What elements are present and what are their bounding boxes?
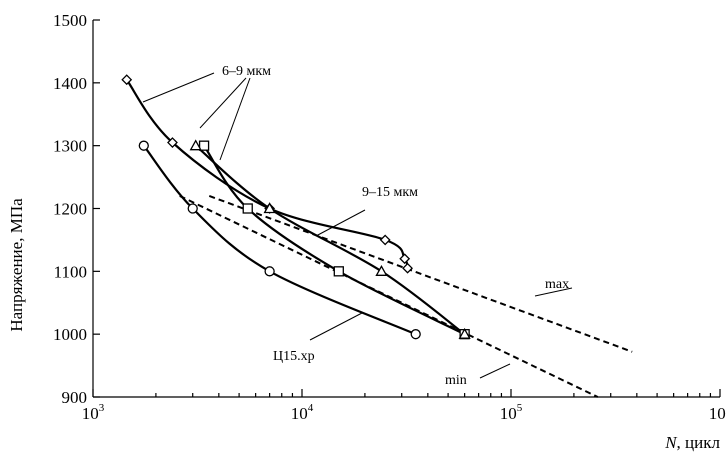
data-point-diamond — [379, 234, 391, 246]
data-point-triangle — [458, 327, 471, 339]
annotation-leader — [315, 209, 366, 237]
annotation-leader — [479, 363, 511, 379]
annotation-leaders — [142, 72, 573, 379]
data-point-diamond — [121, 74, 133, 86]
annotation-leader — [219, 77, 251, 161]
x-tick-label: 105 — [500, 402, 523, 423]
x-tick-label: 104 — [291, 402, 314, 423]
annotation-min: min — [445, 373, 467, 388]
annotation-6-9-um: 6–9 мкм — [222, 64, 271, 79]
series-lines — [125, 78, 466, 336]
annotation-ts15: Ц15.хр — [273, 349, 315, 364]
series-line-circle — [142, 144, 417, 336]
data-point-diamond — [402, 262, 413, 274]
data-point-circle — [138, 140, 149, 151]
annotation-9-15-um: 9–15 мкм — [362, 185, 418, 200]
x-axis-label: N, цикл — [664, 433, 720, 452]
data-point-triangle — [263, 202, 276, 214]
series-line-diamond — [125, 78, 409, 270]
series-line-square — [203, 144, 466, 336]
series-line-triangle — [194, 144, 466, 336]
y-tick-label: 1500 — [53, 11, 87, 30]
data-point-circle — [410, 329, 421, 340]
tick-labels: 900 1000 1100 1200 1300 1400 1500 103 104 105 106 — [53, 11, 726, 423]
y-tick-label: 1000 — [53, 325, 87, 344]
x-tick-label: 106 — [709, 402, 726, 423]
annotation-leader — [309, 312, 363, 341]
series-markers — [121, 74, 471, 340]
data-point-square — [242, 203, 253, 214]
data-point-circle — [264, 266, 275, 277]
y-tick-label: 1400 — [53, 74, 87, 93]
data-point-triangle — [375, 264, 388, 276]
data-point-diamond — [399, 253, 411, 265]
annotation-leader — [142, 72, 215, 103]
y-tick-label: 1200 — [53, 200, 87, 219]
data-point-circle — [187, 203, 198, 214]
data-point-square — [333, 266, 344, 277]
data-point-triangle — [189, 139, 202, 151]
x-axis-label-var: N — [664, 433, 678, 452]
annotation-leader — [534, 287, 573, 297]
x-tick-label: 103 — [82, 402, 105, 423]
data-point-square — [198, 140, 210, 151]
annotation-max: max — [545, 277, 569, 292]
axes — [92, 19, 721, 398]
y-tick-label: 1300 — [53, 137, 87, 156]
reference-lines — [179, 194, 633, 398]
x-axis-label-unit: , цикл — [677, 433, 721, 452]
reference-line-max — [208, 194, 633, 353]
data-point-diamond — [167, 137, 178, 148]
y-tick-label: 900 — [62, 388, 88, 407]
y-tick-label: 1100 — [54, 262, 87, 281]
y-axis-label: Напряжение, МПа — [7, 198, 26, 332]
annotation-leader — [199, 77, 247, 129]
